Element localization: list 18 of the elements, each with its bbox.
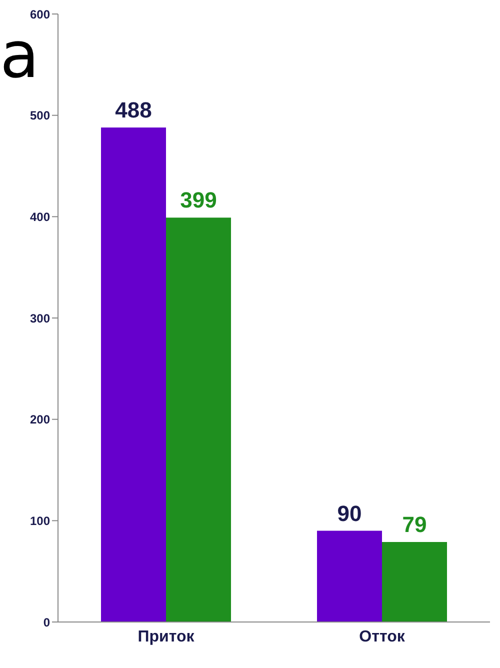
y-tick-label: 400 — [30, 210, 50, 224]
y-tick-label: 300 — [30, 311, 50, 326]
data-label: 399 — [180, 188, 217, 213]
y-tick-label: 600 — [30, 7, 50, 22]
bar — [382, 542, 447, 622]
x-tick-label: Приток — [138, 628, 196, 646]
text: а — [0, 19, 40, 93]
bar — [166, 218, 231, 622]
data-label: 488 — [115, 97, 152, 122]
data-label: 90 — [337, 500, 362, 526]
data-label: 79 — [402, 512, 427, 537]
y-tick-label: 500 — [30, 108, 50, 123]
y-tick-label: 0 — [43, 615, 50, 630]
y-tick-label: 100 — [30, 514, 50, 528]
x-tick-label: Отток — [359, 628, 406, 646]
bar — [101, 127, 166, 622]
y-tick-label: 200 — [30, 412, 50, 427]
bar — [317, 530, 382, 622]
